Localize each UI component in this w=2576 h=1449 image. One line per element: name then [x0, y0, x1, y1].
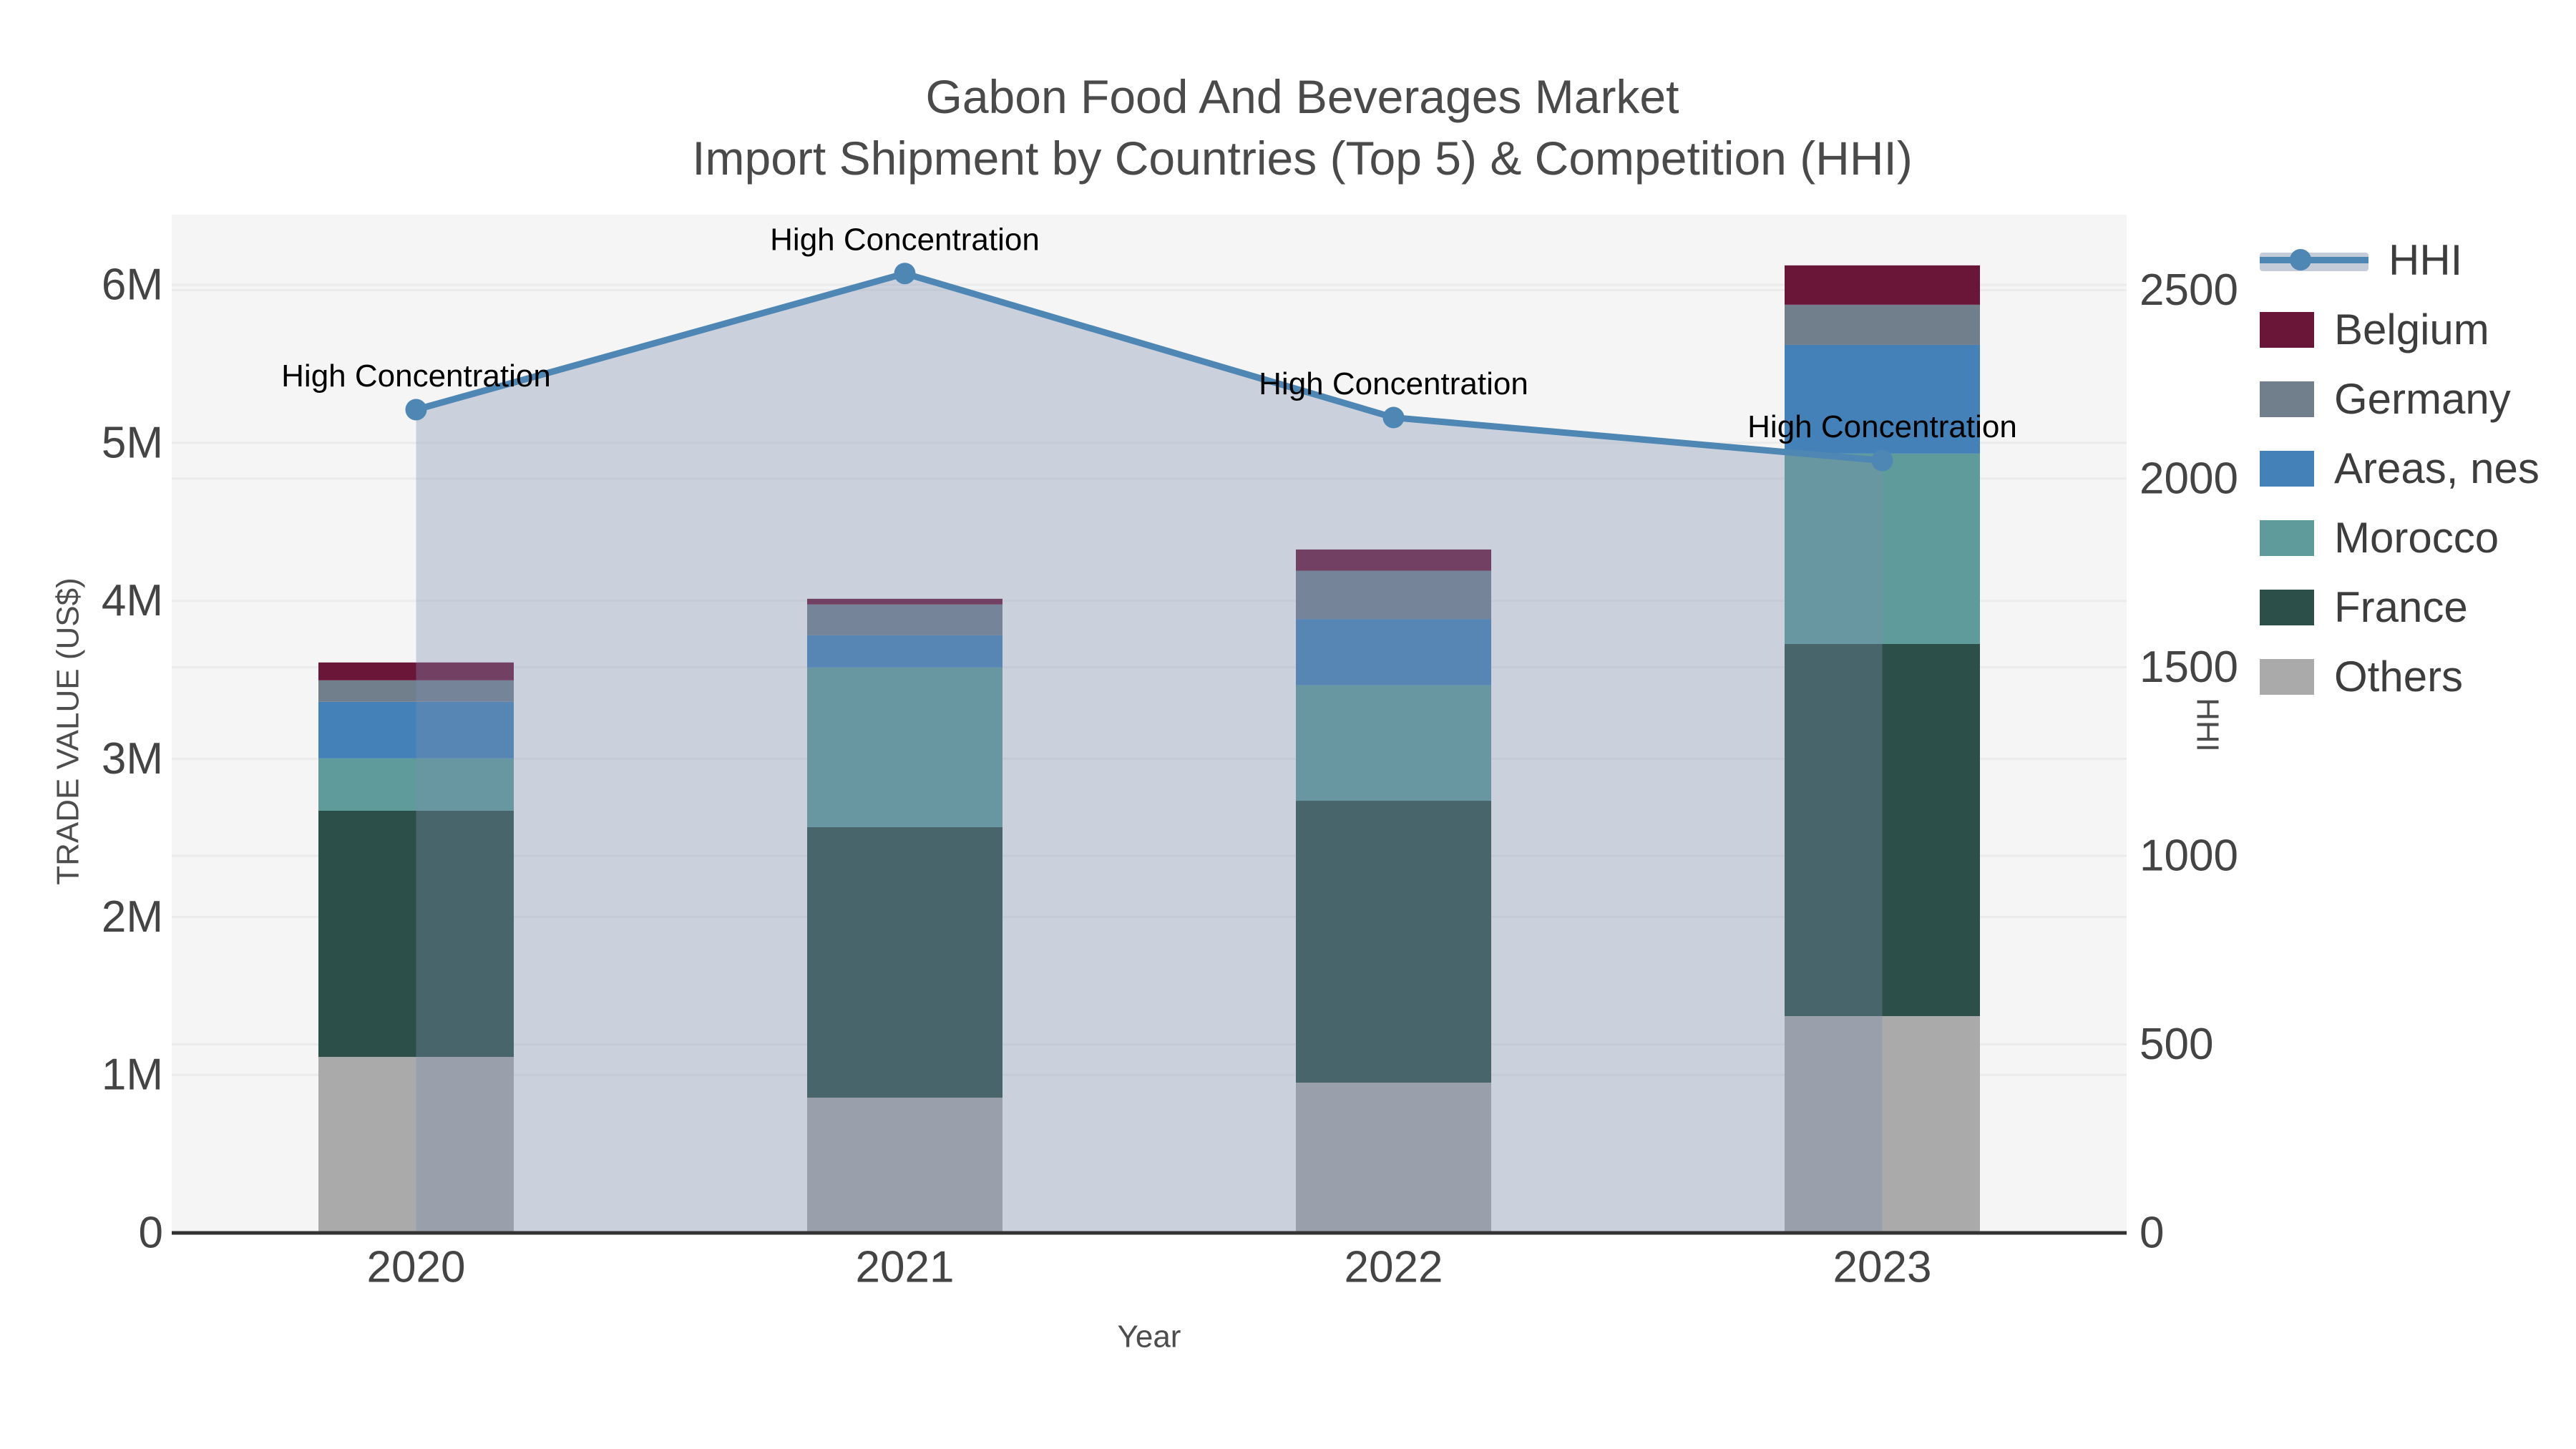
- bar-segment-morocco-2022: [1296, 685, 1491, 801]
- legend-swatch-icon: [2260, 658, 2314, 695]
- annotation-high-concentration: High Concentration: [281, 358, 551, 394]
- annotation-high-concentration: High Concentration: [1259, 366, 1528, 401]
- y-left-tick: 5M: [102, 418, 163, 467]
- hhi-marker-2022: [1382, 406, 1405, 429]
- legend-item-hhi[interactable]: HHI: [2260, 225, 2540, 295]
- bar-segment-france-2020: [318, 810, 514, 1058]
- annotation-high-concentration: High Concentration: [770, 223, 1040, 258]
- x-tick-2023: 2023: [1833, 1243, 1932, 1292]
- y-left-tick: 1M: [102, 1050, 163, 1100]
- legend-item-areas-nes[interactable]: Areas, nes: [2260, 434, 2540, 503]
- bar-segment-areas-nes-2022: [1296, 619, 1491, 686]
- legend-item-germany[interactable]: Germany: [2260, 364, 2540, 434]
- y-right-tick: 2000: [2140, 454, 2238, 503]
- y-right-tick: 500: [2140, 1020, 2213, 1069]
- hhi-line: [415, 270, 1883, 464]
- hhi-area-fill: [416, 273, 1883, 1233]
- x-tick-2022: 2022: [1345, 1243, 1443, 1292]
- legend-label: Belgium: [2334, 306, 2489, 353]
- legend-item-belgium[interactable]: Belgium: [2260, 295, 2540, 364]
- bar-segment-areas-nes-2021: [807, 635, 1002, 668]
- x-tick-2020: 2020: [367, 1243, 466, 1292]
- bar-segment-others-2020: [318, 1057, 514, 1233]
- y-left-tick: 2M: [102, 892, 163, 942]
- bar-segment-france-2021: [807, 826, 1002, 1098]
- legend-label: HHI: [2389, 236, 2463, 284]
- bar-segment-morocco-2020: [318, 758, 514, 811]
- y-left-tick: 4M: [102, 576, 163, 625]
- bar-segment-belgium-2021: [807, 598, 1002, 605]
- bar-segment-others-2021: [807, 1097, 1002, 1233]
- legend-item-others[interactable]: Others: [2260, 642, 2540, 711]
- hhi-marker-2020: [405, 399, 427, 421]
- bar-segment-belgium-2020: [318, 662, 514, 680]
- y-right-tick: 2500: [2140, 265, 2238, 315]
- legend-label: Germany: [2334, 375, 2511, 423]
- y-right-tick: 0: [2140, 1209, 2164, 1258]
- bar-segment-areas-nes-2023: [1785, 344, 1980, 454]
- chart-title-line2: Import Shipment by Countries (Top 5) & C…: [692, 132, 1913, 185]
- hhi-line-sample-icon: [2260, 245, 2368, 276]
- bar-segment-germany-2021: [807, 604, 1002, 635]
- legend-swatch-icon: [2260, 311, 2314, 348]
- bar-segment-germany-2023: [1785, 304, 1980, 345]
- bar-segment-belgium-2023: [1785, 265, 1980, 305]
- bar-segment-morocco-2021: [807, 667, 1002, 827]
- legend-swatch-icon: [2260, 450, 2314, 487]
- bar-segment-germany-2020: [318, 680, 514, 702]
- legend-item-morocco[interactable]: Morocco: [2260, 503, 2540, 572]
- hhi-marker-2021: [894, 263, 916, 285]
- legend-label: France: [2334, 583, 2468, 631]
- bar-segment-france-2023: [1785, 643, 1980, 1017]
- bar-segment-morocco-2023: [1785, 453, 1980, 644]
- x-tick-2021: 2021: [856, 1243, 955, 1292]
- chart-title: Gabon Food And Beverages Market Import S…: [692, 66, 1913, 189]
- y-right-axis-title: HHI: [2190, 698, 2225, 752]
- bar-segment-france-2022: [1296, 801, 1491, 1083]
- chart-title-line1: Gabon Food And Beverages Market: [925, 70, 1679, 123]
- legend-item-france[interactable]: France: [2260, 572, 2540, 642]
- legend-label: Areas, nes: [2334, 444, 2540, 492]
- bar-segment-areas-nes-2020: [318, 701, 514, 758]
- bar-segment-belgium-2022: [1296, 549, 1491, 571]
- y-right-tick: 1500: [2140, 643, 2238, 692]
- annotation-high-concentration: High Concentration: [1747, 409, 2017, 444]
- bar-segment-others-2023: [1785, 1016, 1980, 1233]
- legend-swatch-icon: [2260, 589, 2314, 625]
- legend-swatch-icon: [2260, 381, 2314, 417]
- legend-label: Morocco: [2334, 514, 2499, 562]
- x-axis-title: Year: [1118, 1319, 1181, 1355]
- legend-label: Others: [2334, 653, 2464, 701]
- bar-segment-others-2022: [1296, 1082, 1491, 1233]
- legend: HHI Belgium Germany Areas, nes Morocco France…: [2260, 225, 2540, 711]
- y-left-tick: 6M: [102, 260, 163, 310]
- y-left-tick: 3M: [102, 734, 163, 784]
- y-left-tick: 0: [139, 1209, 163, 1258]
- legend-swatch-icon: [2260, 519, 2314, 556]
- hhi-marker-2023: [1871, 449, 1893, 472]
- bar-segment-germany-2022: [1296, 570, 1491, 620]
- y-right-tick: 1000: [2140, 831, 2238, 880]
- y-left-axis-title: TRADE VALUE (US$): [51, 577, 86, 885]
